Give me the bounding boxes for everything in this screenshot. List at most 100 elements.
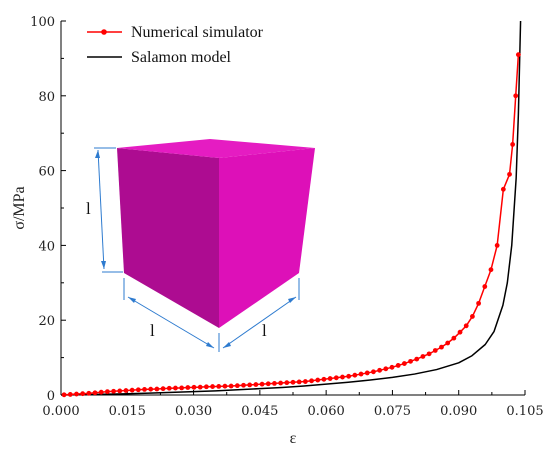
right-depth-dimension [222, 278, 300, 349]
data-point-numerical-simulator [377, 367, 383, 373]
data-point-numerical-simulator [296, 379, 302, 385]
series-line-numerical-simulator [64, 54, 520, 396]
cube-side-face [219, 148, 315, 328]
cube-top-face [117, 139, 315, 158]
y-axis-title: σ/MPa [11, 186, 28, 229]
data-point-numerical-simulator [358, 371, 364, 377]
x-tick-label: 0.075 [374, 404, 411, 419]
data-point-numerical-simulator [222, 383, 228, 389]
data-point-numerical-simulator [494, 243, 500, 248]
data-point-numerical-simulator [482, 284, 488, 289]
data-point-numerical-simulator [389, 364, 395, 370]
x-tick-label: 0.090 [440, 404, 477, 419]
data-point-numerical-simulator [290, 379, 296, 385]
data-point-numerical-simulator [352, 372, 358, 378]
data-point-numerical-simulator [515, 52, 521, 58]
y-tick-label: 60 [38, 165, 55, 180]
x-tick-label: 0.030 [175, 404, 212, 419]
data-point-numerical-simulator [154, 386, 160, 392]
data-point-numerical-simulator [259, 381, 265, 387]
data-point-numerical-simulator [197, 384, 203, 390]
data-point-numerical-simulator [142, 386, 147, 392]
data-point-numerical-simulator [278, 380, 284, 386]
data-point-numerical-simulator [123, 388, 129, 393]
data-point-numerical-simulator [111, 388, 116, 394]
x-tick-label: 0.015 [109, 404, 146, 419]
data-point-numerical-simulator [500, 186, 506, 192]
height-dimension [94, 147, 123, 273]
data-point-numerical-simulator [105, 389, 110, 395]
series-layer [60, 20, 522, 398]
data-point-numerical-simulator [321, 376, 327, 382]
x-tick-label: 0.045 [241, 404, 278, 419]
legend: Numerical simulator Salamon model [87, 24, 264, 66]
data-point-numerical-simulator [470, 314, 475, 319]
data-point-numerical-simulator [148, 386, 154, 392]
data-point-numerical-simulator [315, 377, 321, 383]
x-ticks: 0.000 0.015 0.030 0.045 0.060 0.075 0.090 0.105 [42, 390, 544, 419]
data-point-numerical-simulator [74, 391, 79, 397]
data-point-numerical-simulator [228, 383, 234, 389]
data-point-numerical-simulator [420, 354, 426, 359]
data-point-numerical-simulator [340, 374, 345, 380]
data-point-numerical-simulator [414, 356, 420, 362]
data-point-numerical-simulator [272, 381, 277, 386]
data-point-numerical-simulator [98, 389, 104, 395]
data-point-numerical-simulator [383, 366, 389, 372]
data-point-numerical-simulator [488, 267, 494, 273]
data-point-numerical-simulator [426, 351, 432, 357]
data-point-numerical-simulator [80, 391, 86, 397]
data-point-numerical-simulator [61, 392, 67, 398]
data-point-numerical-simulator [253, 382, 259, 387]
y-tick-label: 40 [38, 239, 55, 254]
data-point-numerical-simulator [395, 363, 401, 368]
y-ticks: 0 20 40 60 80 100 [30, 15, 66, 404]
left-width-dimension-label: l [150, 321, 155, 340]
data-point-numerical-simulator [510, 142, 516, 147]
data-point-numerical-simulator [234, 383, 240, 389]
data-point-numerical-simulator [432, 348, 438, 353]
data-point-numerical-simulator [309, 378, 314, 384]
data-point-numerical-simulator [364, 370, 370, 376]
x-tick-label: 0.060 [308, 404, 345, 419]
legend-item-salamon: Salamon model [87, 49, 232, 66]
data-point-numerical-simulator [463, 323, 469, 329]
legend-marker-numerical [101, 29, 107, 35]
data-point-numerical-simulator [284, 380, 290, 386]
data-point-numerical-simulator [451, 335, 457, 341]
data-point-numerical-simulator [191, 384, 197, 390]
data-point-numerical-simulator [346, 373, 352, 379]
legend-label-salamon: Salamon model [131, 49, 232, 66]
data-point-numerical-simulator [401, 361, 407, 366]
cube-inset: l l l [86, 139, 315, 352]
data-point-numerical-simulator [241, 382, 246, 388]
data-point-numerical-simulator [327, 376, 333, 381]
data-point-numerical-simulator [179, 385, 185, 391]
data-point-numerical-simulator [371, 369, 376, 375]
cube-front-face [117, 148, 219, 328]
data-point-numerical-simulator [333, 375, 339, 381]
legend-label-numerical: Numerical simulator [131, 24, 264, 41]
data-point-numerical-simulator [457, 329, 463, 335]
data-point-numerical-simulator [265, 381, 271, 387]
data-point-numerical-simulator [92, 390, 98, 396]
y-tick-label: 80 [38, 90, 55, 105]
height-dimension-label: l [86, 199, 91, 218]
y-tick-label: 100 [30, 15, 55, 30]
data-point-numerical-simulator [67, 392, 73, 397]
data-point-numerical-simulator [476, 300, 481, 306]
data-point-numerical-simulator [185, 385, 191, 390]
series-line-salamon-model [60, 20, 522, 396]
legend-item-numerical: Numerical simulator [87, 24, 264, 41]
data-point-numerical-simulator [135, 387, 141, 393]
x-tick-label: 0.105 [506, 404, 543, 419]
data-point-numerical-simulator [210, 384, 215, 389]
data-point-numerical-simulator [513, 93, 519, 99]
x-axis-title: ε [290, 430, 297, 447]
data-point-numerical-simulator [160, 386, 166, 392]
data-point-numerical-simulator [203, 384, 209, 390]
data-point-numerical-simulator [445, 340, 451, 346]
data-point-numerical-simulator [117, 388, 123, 394]
data-point-numerical-simulator [408, 358, 413, 364]
